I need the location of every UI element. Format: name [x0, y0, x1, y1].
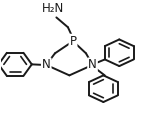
Text: N: N	[88, 58, 97, 71]
Text: P: P	[69, 35, 77, 48]
Text: H₂N: H₂N	[42, 2, 64, 15]
Text: N: N	[42, 58, 51, 71]
